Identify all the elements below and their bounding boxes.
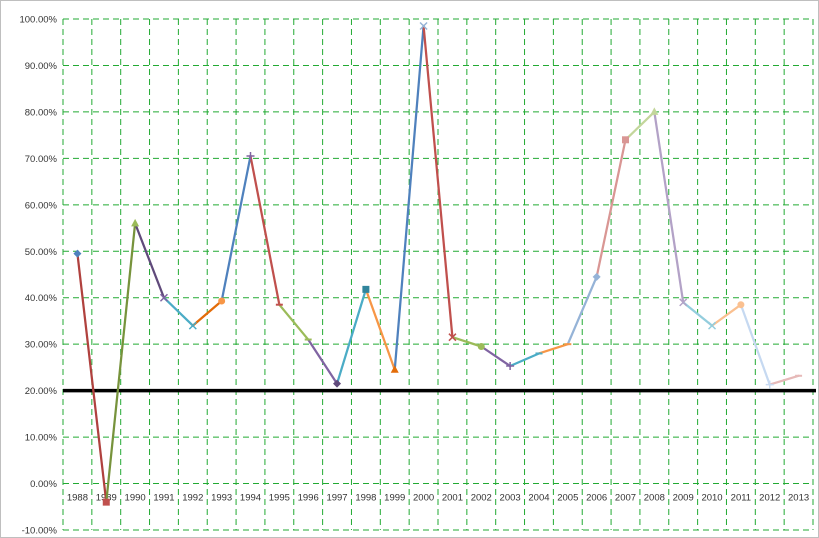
- line-segment: [595, 138, 627, 278]
- y-tick-label: 90.00%: [25, 61, 58, 72]
- x-tick-label: 2008: [644, 493, 665, 504]
- x-tick-label: 2004: [528, 493, 549, 504]
- line-segment: [508, 352, 541, 368]
- line-segment: [364, 288, 396, 371]
- data-point: [188, 321, 197, 330]
- line-segment: [710, 303, 743, 327]
- data-point: [737, 301, 745, 309]
- line-segment: [162, 296, 194, 327]
- y-tick-label: 60.00%: [25, 200, 58, 211]
- data-point: [448, 333, 457, 342]
- line-segment: [191, 299, 223, 327]
- line-segment: [422, 24, 454, 339]
- line-segment: [76, 252, 108, 504]
- data-point: [592, 272, 601, 281]
- x-tick-label: 2000: [413, 493, 434, 504]
- line-segment: [335, 288, 368, 385]
- data-point: [362, 285, 370, 293]
- line-segment: [393, 24, 425, 371]
- x-tick-label: 1988: [67, 493, 88, 504]
- x-tick-label: 2010: [701, 493, 722, 504]
- data-point: [708, 321, 717, 330]
- data-point: [73, 249, 82, 258]
- y-tick-label: 30.00%: [25, 340, 58, 351]
- line-segment: [220, 154, 252, 303]
- data-point: [390, 365, 399, 373]
- x-tick-label: 2005: [557, 493, 578, 504]
- data-point: [419, 21, 428, 30]
- data-point: [333, 379, 342, 388]
- x-tick-label: 2011: [731, 493, 751, 504]
- x-tick-label: 2006: [586, 493, 607, 504]
- data-point: [131, 218, 140, 227]
- x-tick-label: 1997: [326, 493, 347, 504]
- data-point: [477, 343, 485, 351]
- line-segment: [739, 303, 771, 386]
- x-tick-label: 2002: [471, 493, 492, 504]
- x-tick-label: 1998: [355, 493, 376, 504]
- x-tick-label: 1996: [298, 493, 319, 504]
- y-tick-label: 70.00%: [25, 154, 58, 165]
- x-tick-label: 2009: [673, 493, 694, 504]
- data-point: [246, 152, 255, 161]
- line-segment: [105, 222, 137, 504]
- data-point: [102, 498, 110, 506]
- y-tick-label: 50.00%: [25, 247, 58, 258]
- y-tick-label: 100.00%: [19, 15, 57, 26]
- data-point: [506, 362, 515, 371]
- line-segment: [537, 343, 569, 355]
- x-tick-label: 2012: [759, 493, 780, 504]
- x-tick-label: 2001: [442, 493, 463, 504]
- data-point: [765, 380, 774, 389]
- data-point: [679, 298, 688, 307]
- line-segment: [307, 338, 339, 385]
- y-tick-label: 0.00%: [30, 479, 57, 490]
- x-tick-label: 1990: [125, 493, 146, 504]
- x-tick-label: 2013: [788, 493, 809, 504]
- line-segment: [249, 154, 281, 306]
- line-segment: [653, 110, 685, 304]
- x-tick-label: 1994: [240, 493, 261, 504]
- y-tick-label: 10.00%: [25, 433, 58, 444]
- x-tick-label: 1993: [211, 493, 232, 504]
- x-tick-label: 1992: [182, 493, 203, 504]
- data-point: [218, 297, 226, 305]
- data-point: [159, 293, 168, 302]
- data-point: [622, 136, 629, 144]
- x-tick-label: 2007: [615, 493, 636, 504]
- line-segment: [624, 110, 656, 141]
- x-tick-label: 1999: [384, 493, 405, 504]
- y-tick-label: -10.00%: [22, 526, 58, 537]
- data-point: [650, 107, 659, 115]
- x-tick-label: 1991: [153, 493, 174, 504]
- line-segment: [682, 301, 714, 327]
- x-tick-label: 1995: [269, 493, 290, 504]
- y-tick-label: 20.00%: [25, 386, 58, 397]
- y-tick-label: 80.00%: [25, 107, 58, 118]
- line-segment: [566, 275, 598, 346]
- line-segment: [480, 345, 512, 368]
- x-tick-label: 2003: [500, 493, 521, 504]
- line-segment: [278, 303, 310, 341]
- line-segment: [768, 374, 800, 386]
- line-segment: [451, 336, 483, 348]
- line-segment: [133, 222, 166, 299]
- y-tick-label: 40.00%: [25, 293, 58, 304]
